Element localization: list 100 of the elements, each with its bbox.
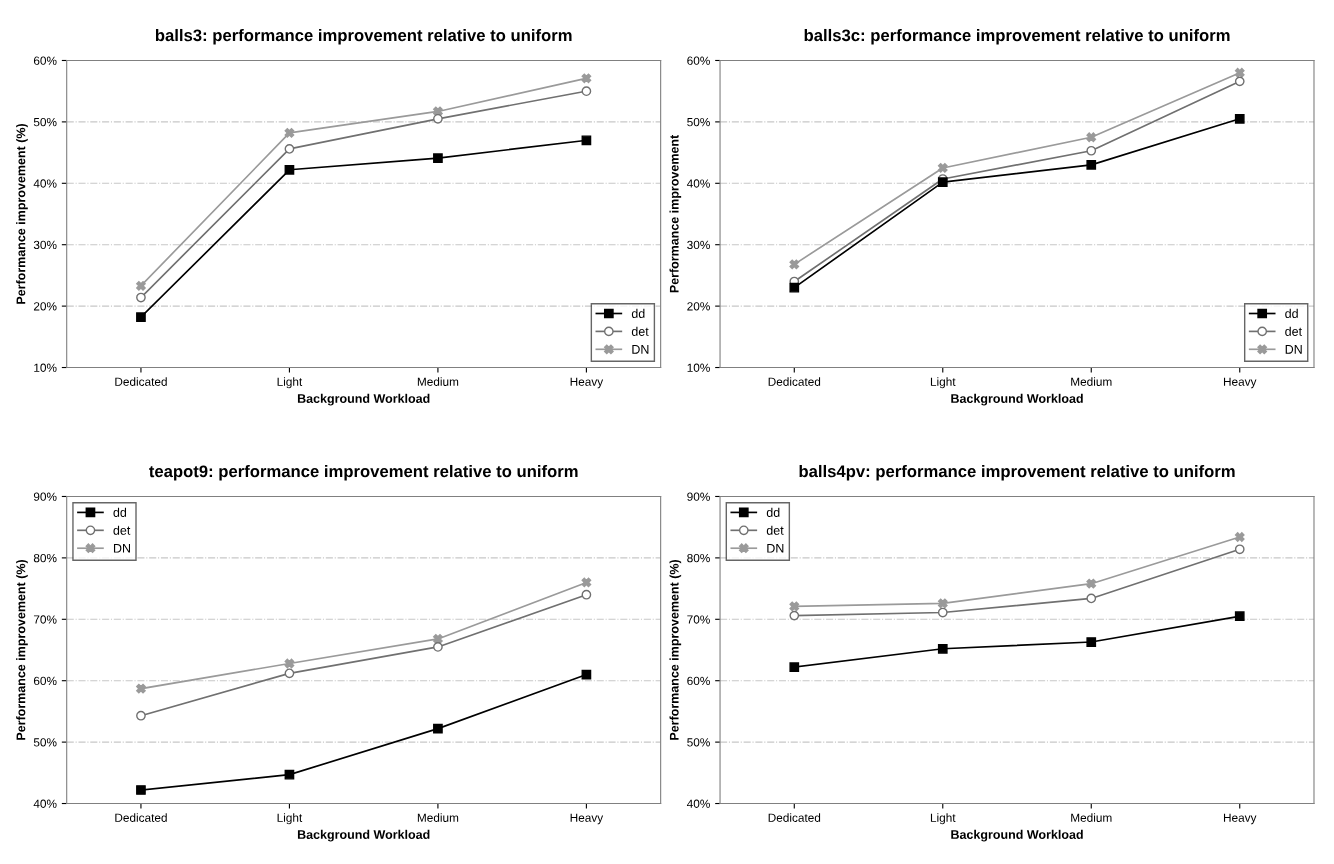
point — [1234, 113, 1245, 124]
legend-label: dd — [631, 308, 645, 318]
point — [1086, 145, 1097, 156]
point — [581, 135, 592, 146]
x-tick-label: Heavy — [570, 377, 604, 389]
x-axis-title: Background Workload — [951, 393, 1083, 406]
point — [284, 668, 295, 679]
point — [136, 710, 146, 721]
y-tick-label: 10% — [34, 363, 57, 372]
y-axis-title: Performance improvement (%) — [16, 559, 28, 740]
y-tick-label: 40% — [686, 799, 710, 808]
point — [789, 610, 800, 621]
y-tick-label: 60% — [687, 56, 710, 65]
legend-label: det — [113, 525, 131, 535]
y-tick-label: 80% — [33, 553, 57, 563]
y-tick-label: 20% — [33, 302, 57, 311]
point — [937, 607, 948, 618]
legend-label: DN — [113, 543, 130, 553]
x-tick-label: Medium — [1071, 377, 1112, 386]
point — [581, 73, 592, 84]
point — [581, 86, 592, 97]
y-tick-label: 90% — [687, 492, 710, 501]
y-tick-label: 30% — [687, 240, 710, 250]
x-tick-label: Light — [930, 813, 956, 825]
legend-label: dd — [766, 507, 780, 517]
x-axis-title: Background Workload — [297, 393, 430, 406]
x-tick-label: Light — [277, 813, 303, 825]
y-tick-label: 90% — [33, 492, 57, 501]
point — [284, 128, 295, 138]
y-tick-label: 40% — [686, 179, 710, 188]
x-tick-label: Heavy — [570, 813, 604, 825]
y-tick-label: 50% — [687, 117, 710, 127]
x-tick-label: Dedicated — [768, 377, 821, 386]
x-tick-label: Light — [930, 377, 956, 389]
point — [937, 163, 948, 173]
x-tick-label: Dedicated — [768, 813, 821, 822]
y-tick-label: 20% — [687, 302, 710, 311]
point — [789, 282, 800, 293]
legend-label: det — [1285, 326, 1302, 336]
chart-title: teapot9: performance improvement relative to uniform — [149, 464, 578, 481]
x-tick-label: Heavy — [1223, 377, 1257, 389]
y-tick-label: 30% — [33, 240, 57, 250]
point — [1234, 76, 1245, 87]
point — [433, 723, 443, 734]
point — [1234, 611, 1245, 622]
chart-title: balls3c: performance improvement relative to uniform — [804, 28, 1230, 45]
point — [433, 113, 443, 124]
x-tick-label: Dedicated — [115, 377, 167, 386]
point — [433, 634, 443, 644]
point — [1086, 637, 1097, 647]
x-tick-label: Heavy — [1223, 813, 1257, 825]
y-tick-label: 60% — [33, 56, 57, 65]
point — [789, 662, 800, 673]
legend-label: DN — [767, 543, 784, 553]
point — [789, 259, 800, 270]
y-tick-label: 70% — [33, 615, 57, 624]
x-tick-label: Medium — [1071, 813, 1112, 822]
chart-title: balls4pv: performance improvement relative to uniform — [799, 464, 1235, 481]
y-tick-label: 40% — [33, 179, 57, 188]
y-tick-label: 70% — [687, 615, 710, 624]
x-axis-title: Background Workload — [297, 829, 430, 842]
y-axis-title: Performance improvement (%) — [16, 123, 28, 304]
point — [581, 589, 592, 600]
point — [284, 144, 295, 154]
y-tick-label: 80% — [687, 553, 710, 563]
point — [136, 312, 146, 323]
point — [581, 577, 592, 588]
y-tick-label: 10% — [687, 363, 710, 372]
point — [136, 280, 146, 291]
legend-label: dd — [113, 507, 127, 517]
y-axis-title: Performance improvement — [669, 134, 682, 293]
y-tick-label: 60% — [687, 676, 710, 686]
point — [1234, 532, 1245, 542]
point — [433, 153, 443, 163]
x-axis-title: Background Workload — [951, 829, 1083, 842]
point — [284, 658, 295, 669]
point — [1086, 160, 1097, 170]
y-axis-title: Performance improvement (%) — [669, 559, 682, 740]
legend-label: det — [631, 326, 649, 336]
y-tick-label: 50% — [33, 117, 57, 127]
x-tick-label: Dedicated — [115, 813, 167, 822]
point — [937, 643, 948, 654]
point — [937, 598, 948, 609]
legend-label: DN — [1285, 345, 1302, 354]
point — [1234, 544, 1245, 555]
legend-label: dd — [1285, 308, 1298, 318]
point — [1234, 67, 1245, 78]
point — [136, 683, 146, 694]
point — [284, 164, 295, 175]
legend-label: det — [766, 525, 784, 535]
point — [789, 601, 800, 612]
x-tick-label: Medium — [417, 813, 459, 822]
y-tick-label: 50% — [687, 738, 710, 747]
y-tick-label: 60% — [33, 676, 57, 686]
x-tick-label: Light — [277, 377, 303, 389]
point — [1086, 578, 1097, 589]
y-tick-label: 40% — [33, 799, 57, 808]
y-tick-label: 50% — [33, 738, 57, 747]
point — [1086, 593, 1097, 604]
chart-title: balls3: performance improvement relative to uniform — [155, 28, 572, 45]
